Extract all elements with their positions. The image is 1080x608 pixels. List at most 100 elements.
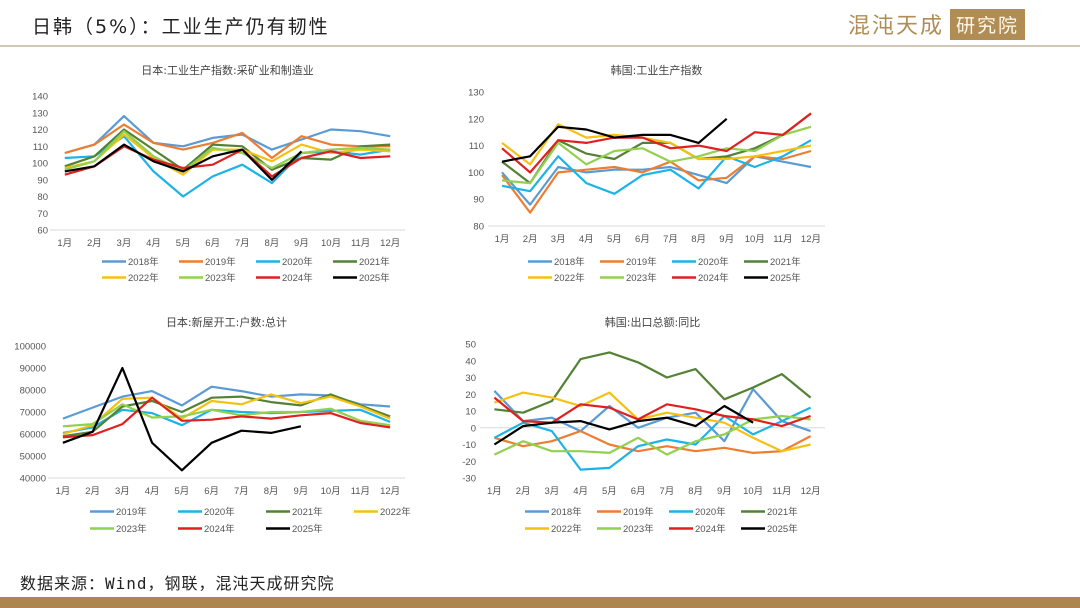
series-line-2019 (501, 149, 812, 214)
chart-japan-housing-starts: 日本:新屋开工:户数:总计 40000 50000 60000 70000 80000 90… (0, 310, 420, 550)
x-tick-label: 9月 (719, 234, 734, 245)
y-tick-label: 130 (468, 88, 484, 99)
series-line-2023 (64, 130, 391, 173)
x-tick-label: 5月 (174, 486, 189, 497)
series-line-2020 (493, 406, 812, 471)
legend-label: 2023年 (116, 523, 147, 535)
x-tick-label: 4月 (573, 486, 588, 497)
chart-title: 日本:新屋开工:户数:总计 (166, 315, 287, 329)
x-tick-label: 12月 (801, 486, 821, 497)
y-tick-label: 90000 (20, 364, 46, 375)
series-line-2024 (64, 145, 391, 178)
x-tick-label: 3月 (115, 486, 130, 497)
series-line-2019 (494, 430, 812, 454)
legend-label: 2023年 (626, 272, 657, 284)
y-tick-label: 60 (37, 226, 48, 237)
footer-bar (0, 597, 1080, 608)
legend-label: 2020年 (698, 256, 729, 268)
x-tick-label: 4月 (579, 234, 594, 245)
x-tick-label: 11月 (351, 238, 370, 249)
series-line-2019 (64, 123, 391, 160)
header-divider (0, 45, 1080, 47)
legend-label: 2023年 (205, 272, 236, 284)
y-tick-label: 110 (33, 142, 48, 153)
x-tick-label: 5月 (176, 238, 191, 249)
x-tick-label: 2月 (523, 234, 538, 245)
x-tick-label: 4月 (145, 486, 160, 497)
legend-label: 2025年 (292, 523, 323, 535)
legend-label: 2025年 (767, 523, 798, 535)
y-tick-label: 110 (469, 141, 484, 152)
legend-label: 2019年 (205, 256, 236, 268)
legend-label: 2022年 (128, 272, 159, 284)
x-tick-label: 6月 (204, 486, 219, 497)
x-tick-label: 7月 (234, 486, 249, 497)
y-tick-label: 50 (465, 340, 476, 351)
x-tick-label: 7月 (659, 486, 674, 497)
y-tick-label: -10 (462, 440, 476, 451)
legend-label: 2018年 (551, 506, 582, 518)
y-tick-label: -20 (462, 457, 476, 468)
x-tick-label: 12月 (801, 234, 821, 245)
y-tick-label: 100000 (14, 342, 46, 353)
y-tick-label: 70000 (20, 408, 46, 419)
legend-label: 2025年 (770, 272, 801, 284)
x-tick-label: 8月 (691, 234, 706, 245)
legend-label: 2019年 (626, 256, 657, 268)
legend-label: 2025年 (359, 272, 390, 284)
x-tick-label: 3月 (117, 238, 132, 249)
legend-label: 2021年 (359, 256, 390, 268)
x-tick-label: 5月 (607, 234, 622, 245)
legend-label: 2024年 (282, 272, 313, 284)
y-tick-label: 20 (465, 390, 476, 401)
chart-korea-exports-yoy: 韩国:出口总额:同比 -30 -20 -10 0 10 20 30 40 50 1月 2月 3月 4月 5月… (440, 310, 840, 550)
x-tick-label: 6月 (205, 238, 220, 249)
x-tick-label: 6月 (635, 234, 650, 245)
logo-box: 研究院 (950, 8, 1026, 40)
series-line-2025 (501, 117, 728, 163)
y-tick-label: 80 (37, 192, 48, 203)
x-tick-label: 9月 (717, 486, 732, 497)
chart-svg: 韩国:工业生产指数 80 90 100 110 120 130 1月 2月 3月 4月 5月 6月 7月 8… (468, 63, 825, 284)
x-tick-label: 3月 (551, 234, 566, 245)
y-tick-label: 80000 (20, 386, 46, 397)
y-tick-label: 90 (37, 175, 48, 186)
y-tick-label: 140 (32, 92, 48, 103)
y-tick-label: 60000 (20, 430, 46, 441)
y-tick-label: 130 (32, 108, 48, 119)
legend-label: 2021年 (770, 256, 801, 268)
x-tick-label: 11月 (772, 486, 791, 497)
y-tick-label: 0 (471, 423, 476, 434)
legend-label: 2019年 (623, 506, 654, 518)
x-tick-label: 10月 (745, 234, 765, 245)
y-tick-label: 90 (473, 195, 484, 206)
legend-label: 2024年 (695, 523, 726, 535)
series-line-2021 (62, 393, 391, 438)
legend-label: 2020年 (204, 506, 235, 518)
chart-title: 韩国:工业生产指数 (611, 63, 703, 77)
x-tick-label: 4月 (146, 238, 161, 249)
series-line-2023 (62, 403, 391, 428)
y-tick-label: 30 (465, 373, 476, 384)
y-tick-label: 120 (468, 114, 484, 125)
series-line-2020 (501, 139, 812, 195)
legend-label: 2024年 (698, 272, 729, 284)
y-tick-label: -30 (462, 474, 476, 485)
page-title: 日韩（5%）：工业生产仍有韧性 (32, 16, 330, 38)
x-tick-label: 7月 (663, 234, 678, 245)
x-tick-label: 1月 (55, 486, 70, 497)
chart-korea-industrial-production: 韩国:工业生产指数 80 90 100 110 120 130 1月 2月 3月 4月 5月 6月 7月 8… (440, 58, 840, 298)
series-line-2023 (493, 414, 811, 456)
x-tick-label: 6月 (631, 486, 646, 497)
y-tick-label: 70 (37, 209, 48, 220)
legend-label: 2018年 (128, 256, 159, 268)
x-tick-label: 1月 (57, 238, 72, 249)
legend-label: 2021年 (767, 506, 798, 518)
x-tick-label: 10月 (321, 486, 341, 497)
series-line-2025 (62, 366, 302, 472)
x-tick-label: 5月 (602, 486, 617, 497)
chart-japan-industrial-production: 日本:工业生产指数:采矿业和制造业 60 70 80 90 100 110 120 130 140… (10, 58, 420, 298)
legend-label: 2018年 (554, 256, 585, 268)
x-tick-label: 8月 (264, 238, 279, 249)
series-line-2021 (494, 351, 812, 414)
